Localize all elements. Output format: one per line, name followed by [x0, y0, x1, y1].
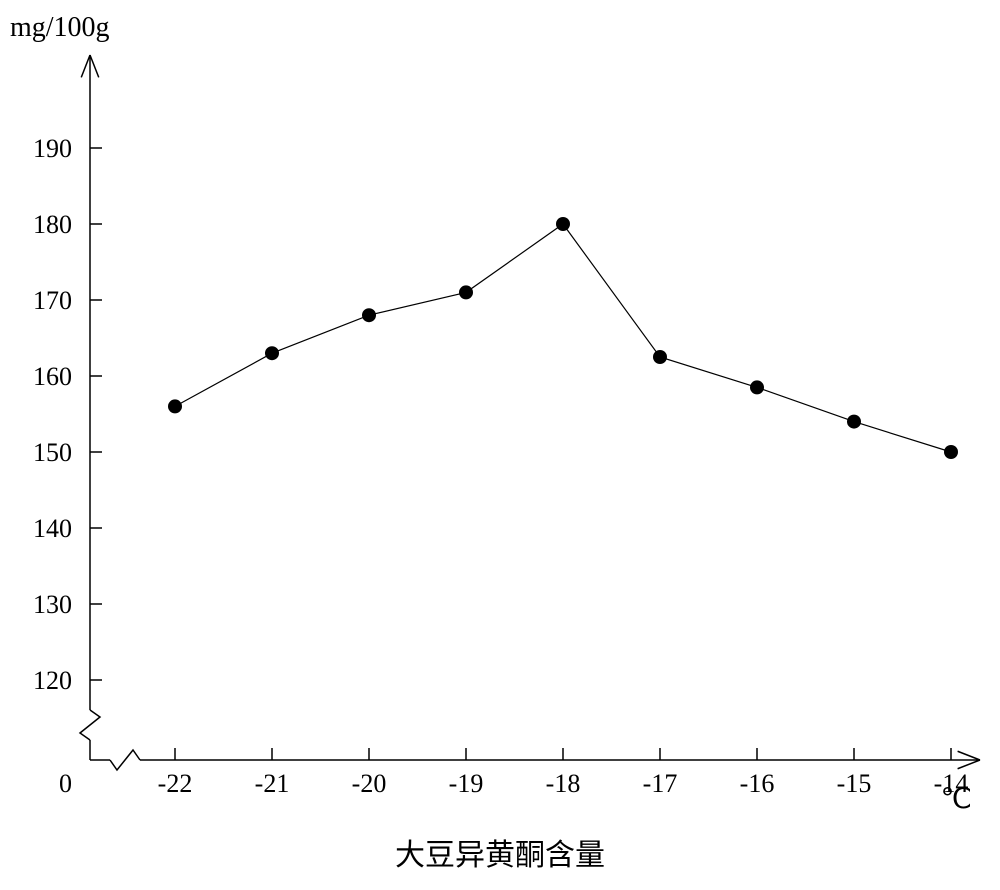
y-tick-label: 190: [33, 134, 72, 163]
y-tick-label: 180: [33, 210, 72, 239]
data-point: [265, 346, 279, 360]
x-tick-label: -20: [352, 769, 387, 798]
data-line: [175, 224, 951, 452]
chart-title: 大豆异黄酮含量: [395, 839, 605, 872]
y-tick-label: 120: [33, 666, 72, 695]
x-tick-label: -19: [449, 769, 484, 798]
origin-label: 0: [59, 769, 72, 798]
y-tick-label: 170: [33, 286, 72, 315]
data-point: [168, 399, 182, 413]
y-tick-label: 140: [33, 514, 72, 543]
data-point: [944, 445, 958, 459]
line-chart: 120 130 140 150 160 170 180 190 -22 -21 -20 -19 -18 -…: [0, 0, 1000, 890]
x-tick-label: -17: [643, 769, 678, 798]
x-tick-label: -21: [255, 769, 290, 798]
x-axis-break: [110, 750, 140, 770]
data-point: [556, 217, 570, 231]
chart-container: 120 130 140 150 160 170 180 190 -22 -21 -20 -19 -18 -…: [0, 0, 1000, 890]
x-tick-label: -22: [158, 769, 193, 798]
y-tick-label: 130: [33, 590, 72, 619]
x-tick-label: -18: [546, 769, 581, 798]
data-point: [750, 380, 764, 394]
data-point: [653, 350, 667, 364]
y-unit-label: mg/100g: [10, 12, 110, 43]
x-tick-label: -15: [837, 769, 872, 798]
y-tick-label: 150: [33, 438, 72, 467]
data-point: [362, 308, 376, 322]
data-point: [459, 285, 473, 299]
data-point: [847, 415, 861, 429]
y-tick-label: 160: [33, 362, 72, 391]
y-axis-break: [80, 710, 100, 740]
x-unit-label: ℃: [941, 784, 972, 815]
x-tick-label: -16: [740, 769, 775, 798]
